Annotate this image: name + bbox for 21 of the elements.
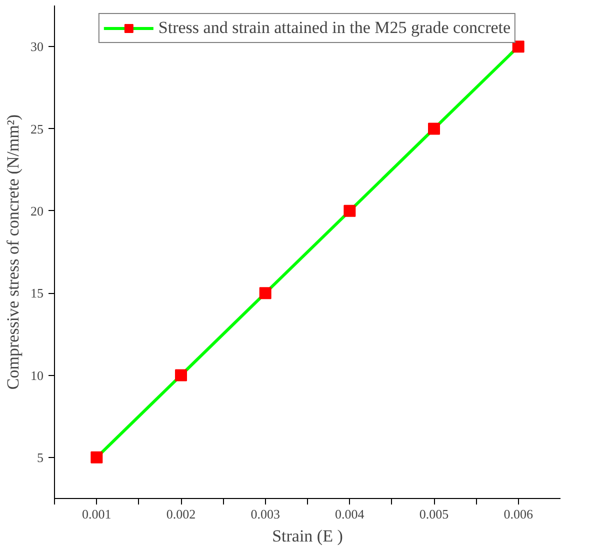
y-tick-label: 30 <box>30 39 44 54</box>
point <box>344 204 356 217</box>
point <box>428 122 440 135</box>
point <box>175 369 187 382</box>
y-axis-title: Compressive stress of concrete (N/mm²) <box>4 114 22 390</box>
y-tick-label: 5 <box>37 450 44 465</box>
y-tick-label: 10 <box>30 368 44 383</box>
point <box>90 451 103 464</box>
x-tick-label: 0.003 <box>250 506 280 522</box>
legend-label: Stress and strain attained in the M25 grade concrete <box>158 18 511 38</box>
y-tick-label: 25 <box>30 121 44 136</box>
x-tick-label: 0.005 <box>419 506 449 522</box>
x-tick-label: 0.006 <box>504 506 534 522</box>
x-tick-label: 0.004 <box>335 506 365 522</box>
y-tick-label: 15 <box>30 286 44 301</box>
x-tick-label: 0.002 <box>166 506 196 522</box>
point <box>512 40 524 53</box>
y-tick-label: 20 <box>30 203 44 218</box>
x-axis-title: Strain (E ) <box>272 526 343 546</box>
point <box>259 287 272 300</box>
x-tick-label: 0.001 <box>82 506 112 522</box>
